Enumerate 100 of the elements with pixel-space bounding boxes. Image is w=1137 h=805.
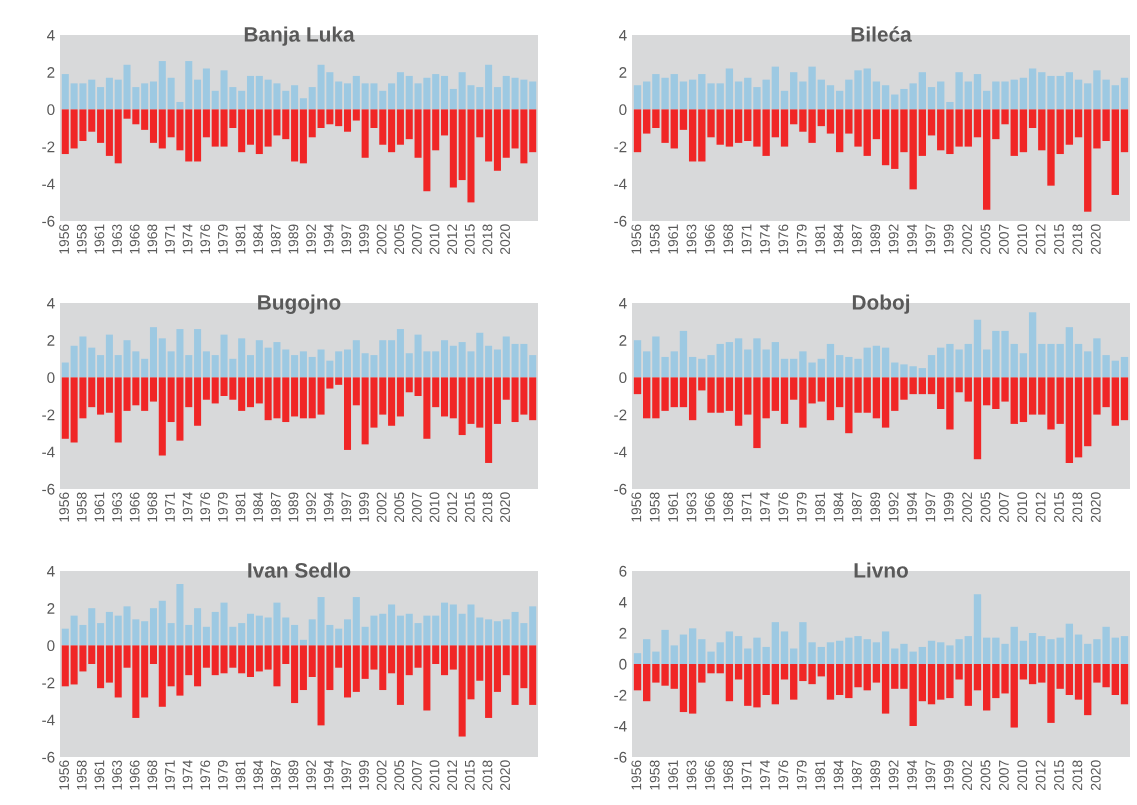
bar: [790, 664, 798, 700]
y-tick-label: -6: [42, 215, 55, 227]
bar: [202, 109, 210, 138]
bar: [282, 617, 290, 646]
bar: [335, 628, 343, 646]
bar: [1019, 640, 1028, 664]
bar: [343, 645, 352, 698]
x-tick-label: 1994: [907, 492, 917, 522]
x-tick-label: 1968: [723, 492, 734, 522]
x-tick-label: 1961: [668, 760, 678, 790]
x-tick-label: 1961: [668, 492, 678, 522]
x-tick-label: 2005: [394, 760, 405, 790]
bar: [255, 75, 263, 110]
bar: [863, 664, 871, 691]
bar: [927, 664, 936, 705]
x-tick-label: 1979: [217, 224, 228, 254]
bar: [1010, 79, 1018, 110]
x-tick-label: 2012: [1035, 760, 1046, 790]
bar: [61, 628, 69, 646]
x-tick-label: 1968: [723, 224, 734, 254]
x-tick-label: 1979: [217, 760, 228, 790]
bar: [61, 645, 69, 687]
bar: [881, 664, 890, 714]
bar: [790, 377, 798, 400]
bar: [1120, 377, 1129, 421]
bar: [643, 639, 651, 664]
bar: [826, 664, 835, 700]
bar: [485, 345, 493, 378]
bar: [1038, 377, 1046, 415]
bar: [835, 664, 844, 695]
bar: [449, 109, 457, 188]
y-tick-label: -4: [614, 178, 627, 190]
chart-title: Ivan Sedlo: [248, 562, 351, 578]
bar: [835, 90, 844, 110]
bar: [352, 109, 360, 121]
bar: [211, 355, 219, 378]
bar: [105, 645, 113, 683]
bar: [343, 349, 352, 378]
bar: [780, 631, 789, 664]
bar: [1074, 109, 1083, 138]
x-tick-label: 1981: [815, 760, 826, 790]
x-tick-label: 2012: [447, 760, 458, 790]
bar: [141, 377, 149, 411]
x-tick-label: 1963: [112, 492, 122, 522]
bar: [891, 664, 899, 689]
x-tick-label: 1963: [112, 760, 122, 790]
x-tick-label: 1994: [323, 760, 334, 790]
x-tick-label: 2002: [962, 760, 973, 790]
bar: [141, 109, 149, 130]
x-tick-label: 2020: [500, 492, 510, 522]
x-tick-label: 1968: [147, 224, 158, 254]
x-tick-label: 1997: [341, 492, 352, 522]
x-tick-label: 1966: [129, 224, 140, 254]
bar: [282, 109, 290, 140]
bar: [1038, 109, 1046, 151]
bar: [881, 631, 890, 664]
bar: [1111, 360, 1119, 378]
bar: [982, 377, 991, 406]
x-tick-label: 1976: [200, 760, 211, 790]
x-tick-label: 1984: [833, 224, 844, 254]
bar: [679, 664, 688, 713]
bar: [973, 109, 982, 138]
bar: [432, 74, 440, 110]
bar: [61, 74, 69, 110]
x-tick-label: 1992: [888, 224, 899, 254]
bar: [246, 75, 255, 110]
bar: [725, 377, 734, 411]
bar: [872, 345, 881, 378]
bar: [396, 72, 404, 110]
bar: [405, 377, 413, 393]
bar: [1065, 623, 1074, 664]
bar: [379, 377, 387, 415]
x-tick-label: 2012: [447, 492, 458, 522]
bar: [918, 664, 927, 702]
x-tick-label: 1961: [94, 224, 105, 254]
x-tick-label: 1956: [59, 224, 70, 254]
x-tick-label: 2020: [500, 224, 510, 254]
bar: [308, 109, 316, 138]
x-tick-label: 1956: [59, 492, 70, 522]
bar: [502, 377, 510, 400]
bar: [863, 109, 871, 156]
bar: [396, 377, 404, 417]
bar: [918, 646, 927, 664]
bar: [1028, 633, 1037, 664]
x-tick-label: 1971: [165, 760, 175, 790]
x-tick-label: 1961: [94, 492, 105, 522]
bar: [1019, 377, 1028, 423]
bar: [141, 621, 149, 646]
bar: [141, 83, 149, 110]
bar: [670, 74, 678, 110]
bar: [716, 377, 724, 413]
bar: [335, 645, 343, 668]
bar: [105, 334, 113, 378]
bar: [493, 621, 501, 646]
bar: [1120, 109, 1129, 153]
x-tick-label: 1963: [686, 492, 697, 522]
bar: [238, 645, 246, 674]
bar: [771, 622, 780, 664]
x-tick-label: 1979: [796, 492, 807, 522]
bar: [202, 626, 210, 646]
